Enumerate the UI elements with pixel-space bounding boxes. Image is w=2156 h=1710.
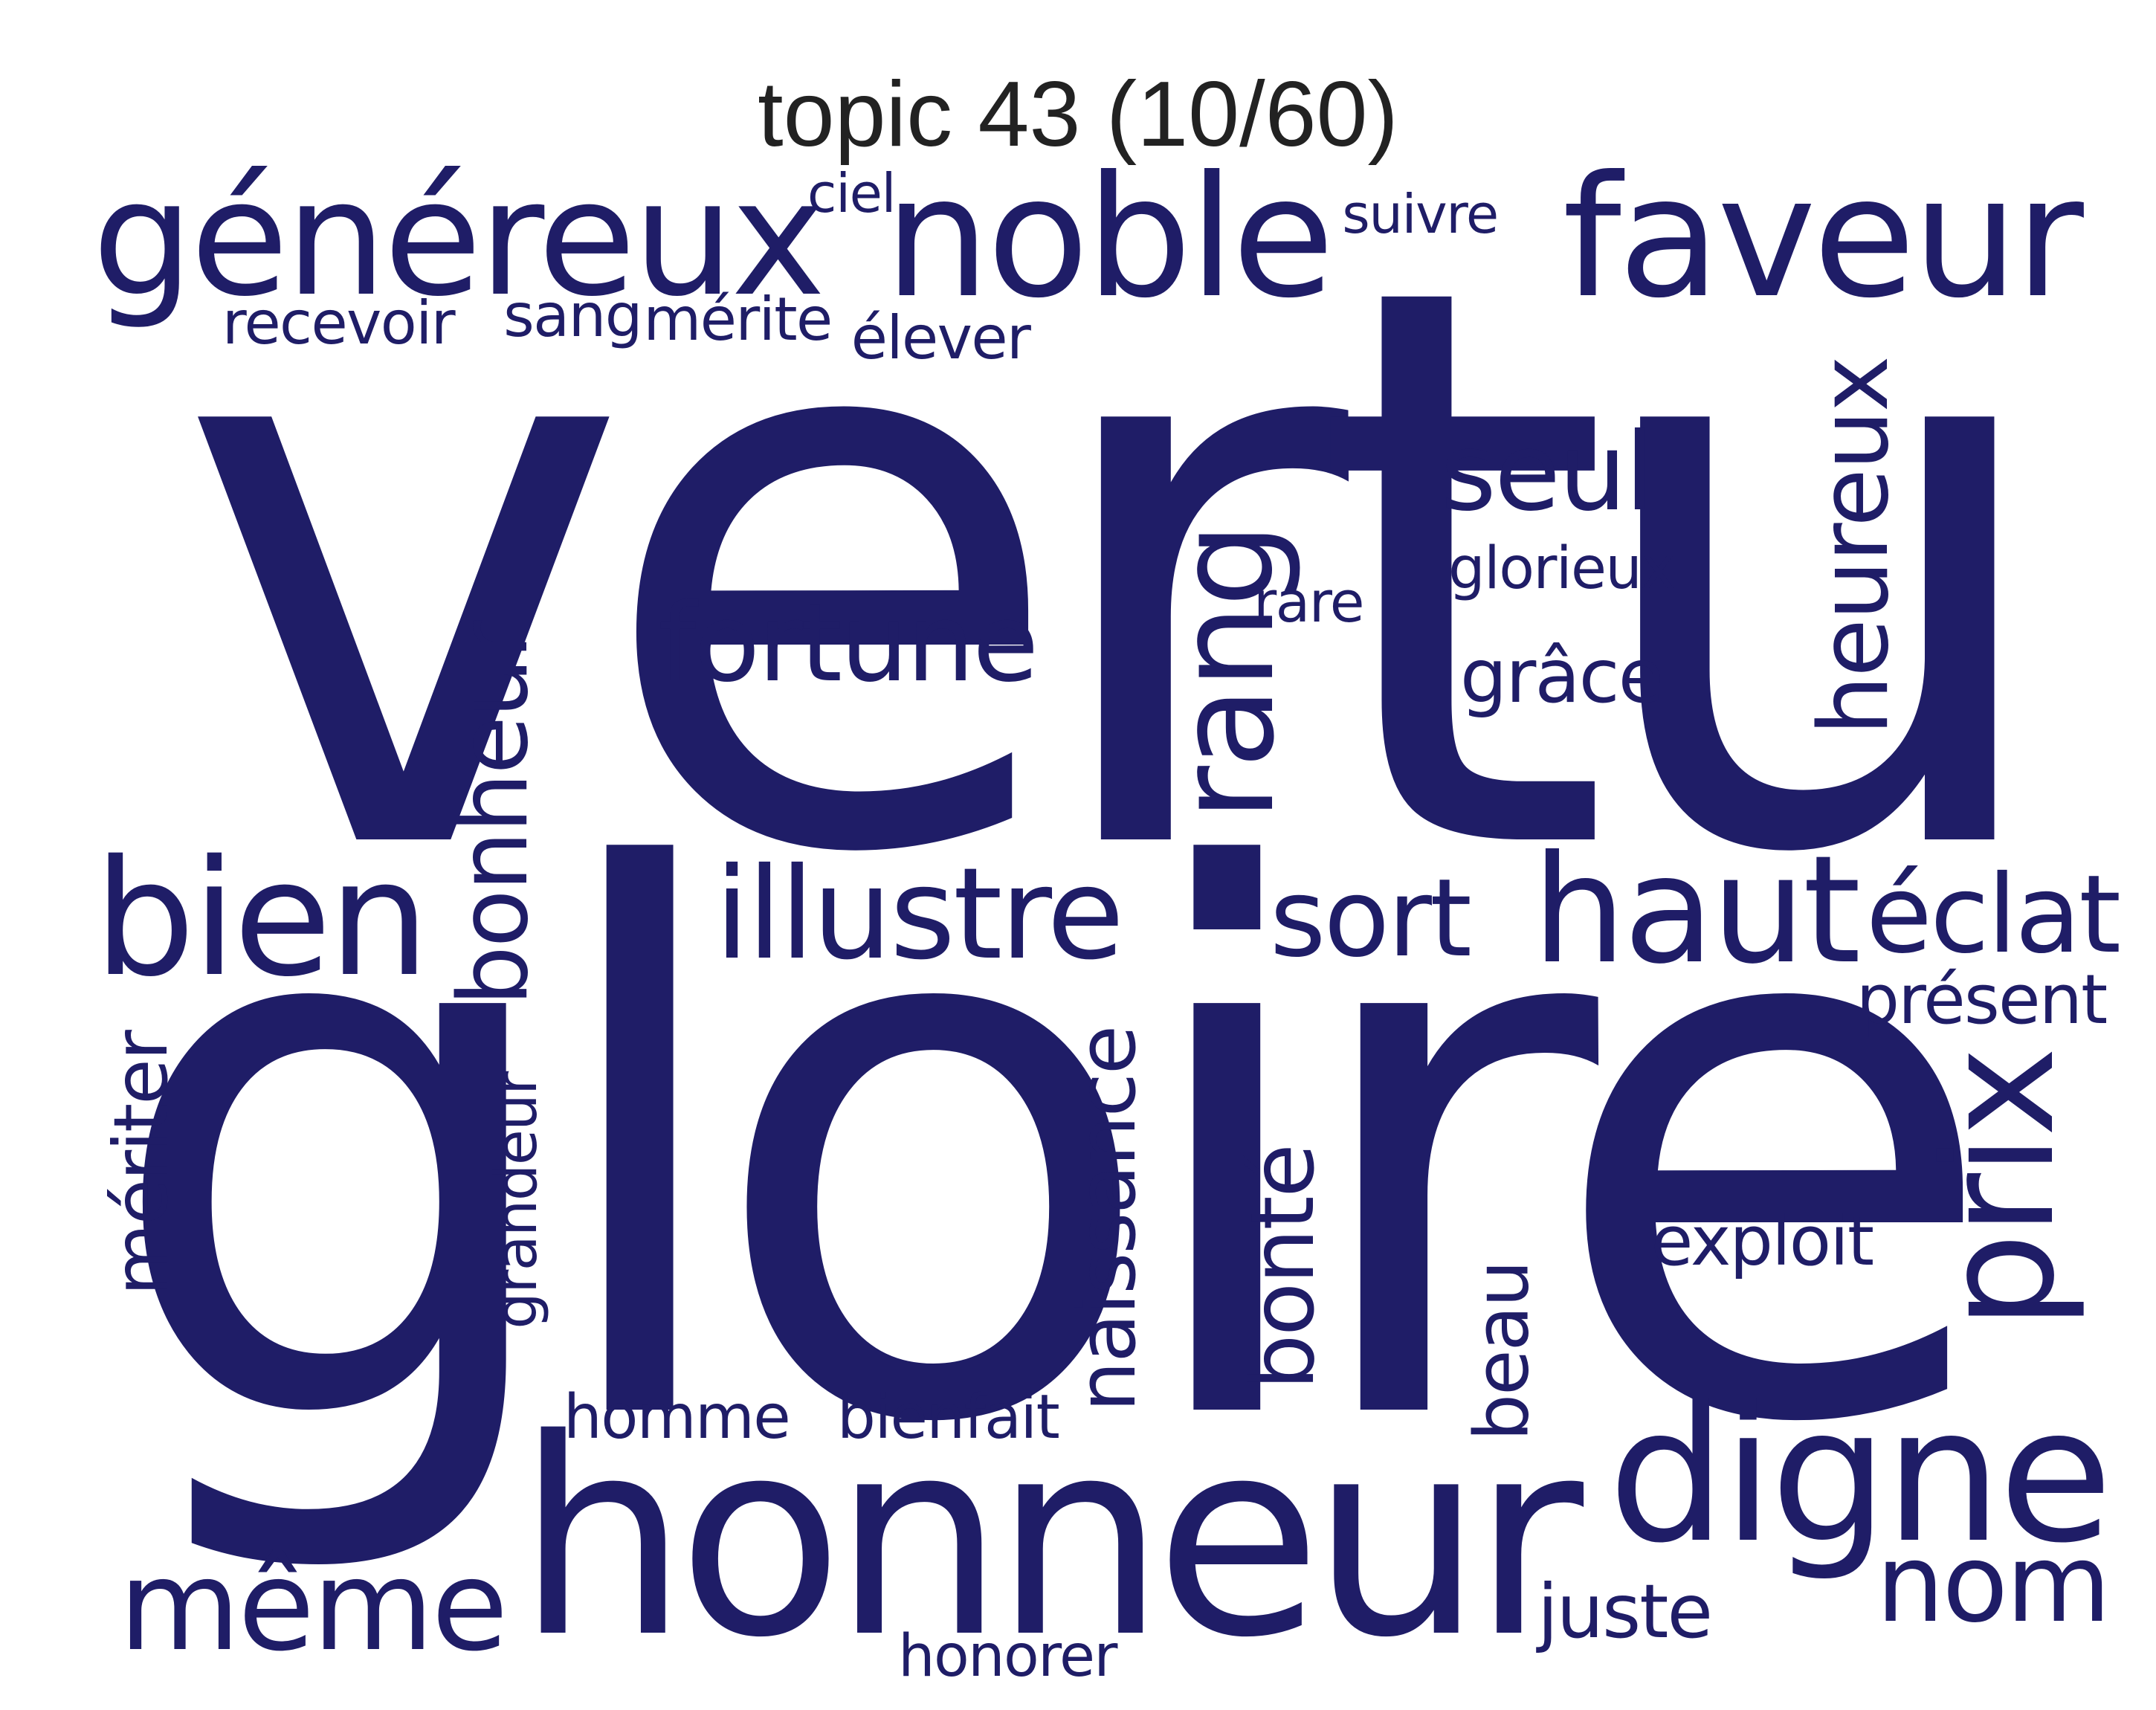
word-ciel: ciel — [807, 162, 897, 225]
word-bonte: bonté — [1231, 1145, 1334, 1390]
word-naissance: naissance — [1061, 1026, 1154, 1413]
word-seul: seul — [1440, 409, 1654, 535]
word-vertu: vertu — [175, 123, 2065, 1022]
word-honorer: honorer — [898, 1622, 1117, 1690]
word-bienfait: bienfait — [836, 1382, 1060, 1453]
word-prix: prix — [1911, 1049, 2088, 1330]
word-rang: rang — [1149, 524, 1304, 822]
word-illustre: illustre — [714, 841, 1125, 988]
word-elever: élever — [851, 303, 1031, 372]
word-genereux: généreux — [91, 144, 826, 332]
word-fortune: fortune — [658, 580, 1039, 706]
word-merite: mérite — [643, 285, 833, 354]
word-faveur: faveur — [1562, 140, 2084, 335]
word-eclat: éclat — [1865, 851, 2121, 978]
word-meriter: mériter — [97, 1031, 184, 1296]
chart-title: topic 43 (10/60) — [758, 63, 1398, 166]
word-beau: beau — [1458, 1261, 1545, 1442]
word-honneur: honneur — [516, 1381, 1584, 1697]
word-bien: bien — [94, 825, 430, 1012]
word-present: présent — [1856, 960, 2108, 1039]
word-noble: noble — [884, 140, 1334, 335]
word-sort: sort — [1269, 855, 1472, 981]
word-grandeur: grandeur — [483, 1072, 550, 1329]
word-juste: juste — [1537, 1567, 1713, 1655]
word-sang: sang — [503, 281, 642, 350]
word-recevoir: recevoir — [222, 288, 456, 358]
word-bonheur: bonheur — [439, 622, 549, 1007]
word-gloire: gloire — [101, 720, 2003, 1585]
word-haut: haut — [1532, 824, 1862, 997]
word-exploit: exploit — [1650, 1201, 1874, 1281]
word-glorieux: glorieux — [1448, 535, 1675, 602]
word-meme: même — [118, 1533, 509, 1679]
word-digne: digne — [1607, 1367, 2113, 1584]
word-nom: nom — [1876, 1520, 2111, 1647]
word-grace: grâce — [1459, 633, 1664, 720]
word-heureux: heureux — [1799, 357, 1910, 736]
word-rare: rare — [1253, 569, 1365, 635]
word-homme: homme — [563, 1382, 791, 1453]
word-suivre: suivre — [1342, 183, 1499, 245]
